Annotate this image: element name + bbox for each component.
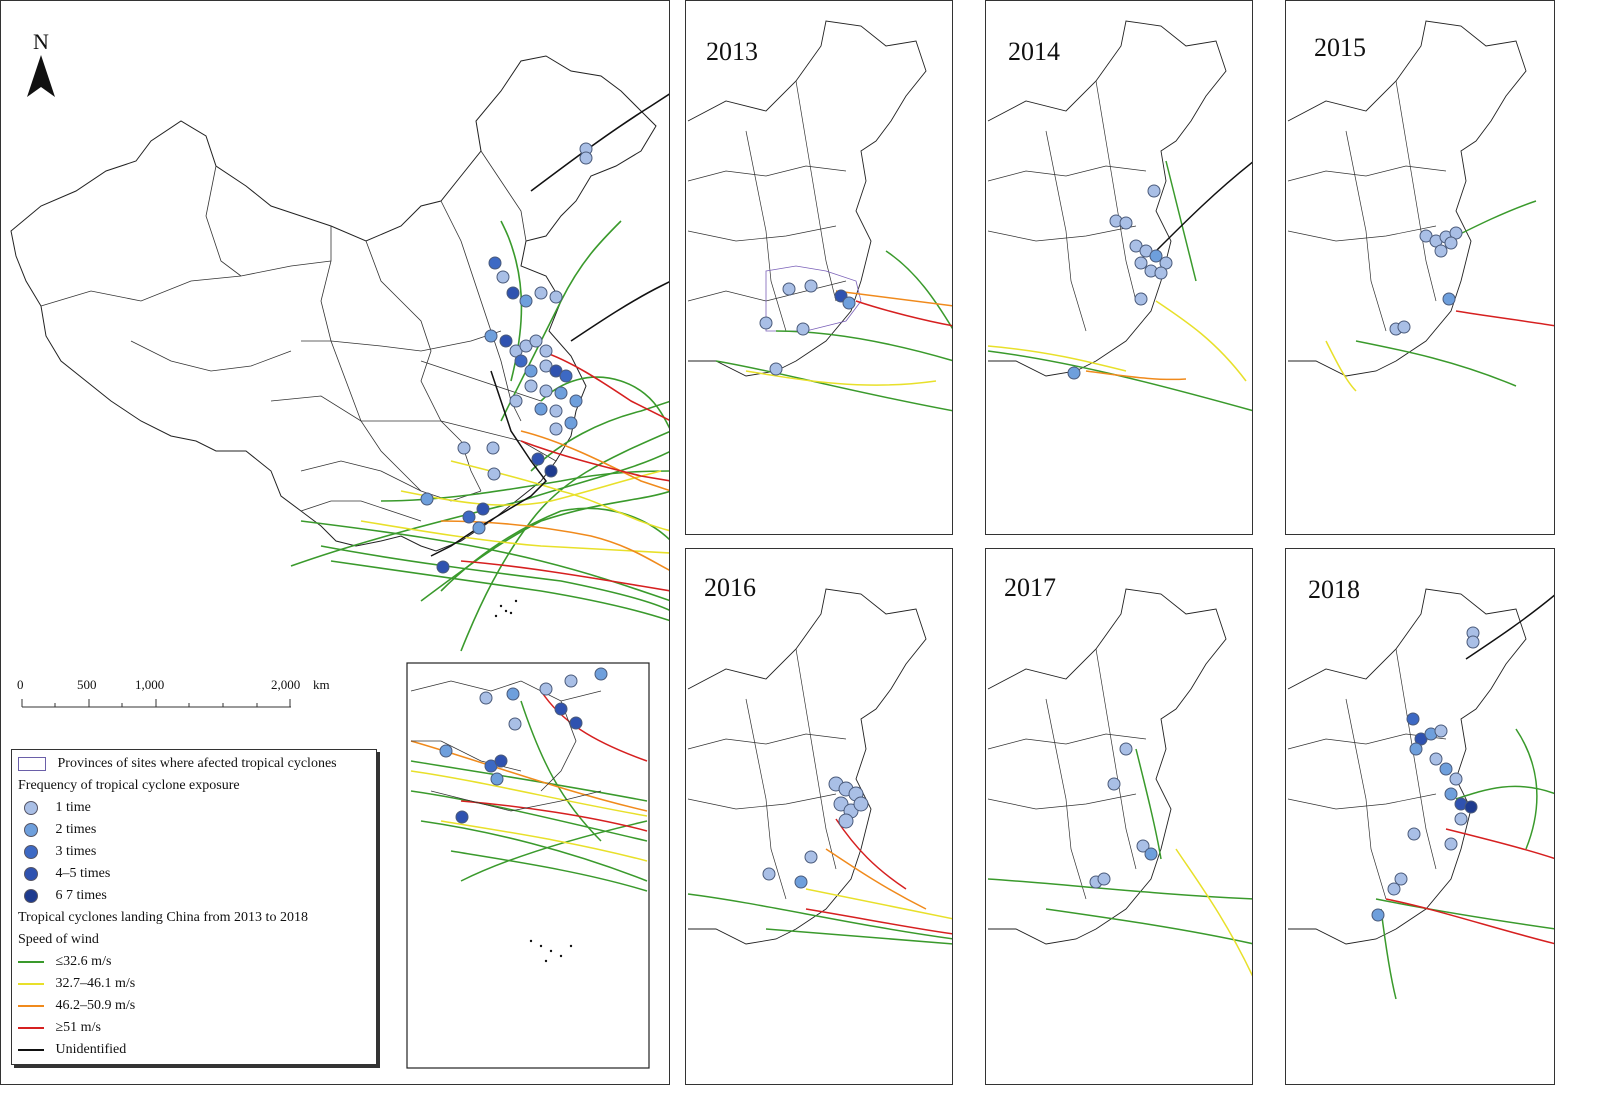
- year-panel-2018: 2018: [1285, 548, 1555, 1085]
- scale-unit: km: [313, 677, 330, 692]
- speed-label: ≤32.6 m/s: [55, 954, 112, 969]
- panel-year-label: 2018: [1308, 575, 1360, 604]
- map-legend: Provinces of sites where afected tropica…: [11, 749, 377, 1065]
- year-map: [687, 588, 952, 945]
- legend-frequency-5: 6 7 times: [24, 886, 107, 906]
- year-map: [687, 20, 952, 412]
- legend-speed-2: 32.7–46.1 m/s: [18, 974, 135, 994]
- legend-frequency-1: 1 time: [24, 798, 91, 818]
- legend-provinces: Provinces of sites where afected tropica…: [18, 754, 337, 774]
- scale-tick-1000: 1,000: [135, 677, 165, 692]
- main-map: [10, 55, 669, 1069]
- speed-label: 32.7–46.1 m/s: [55, 976, 136, 991]
- frequency-swatch: [24, 866, 38, 881]
- exposure-sites: [420, 142, 593, 574]
- legend-speed-5: Unidentified: [18, 1040, 126, 1060]
- province-borders: [40, 150, 557, 522]
- scale-tick-500: 500: [77, 677, 97, 692]
- south-china-sea-inset: [406, 662, 650, 1069]
- legend-tracks-title: Tropical cyclones landing China from 201…: [18, 910, 308, 925]
- scale-bar: 0 500 1,000 2,000 km: [17, 677, 351, 717]
- speed-swatch: [18, 1004, 44, 1007]
- north-label: N: [33, 29, 49, 54]
- north-arrow-icon: [27, 55, 55, 97]
- speed-label: Unidentified: [55, 1042, 127, 1057]
- speed-swatch: [18, 982, 44, 985]
- frequency-label: 3 times: [55, 844, 97, 859]
- scale-tick-0: 0: [17, 677, 24, 692]
- legend-frequency-title: Frequency of tropical cyclone exposure: [18, 778, 240, 793]
- legend-speed-1: ≤32.6 m/s: [18, 952, 111, 972]
- speed-swatch: [18, 1048, 44, 1051]
- panel-year-label: 2017: [1004, 573, 1056, 602]
- year-panel-2014: 2014: [985, 0, 1253, 535]
- legend-speed-title: Speed of wind: [18, 932, 99, 947]
- year-panel-2017: 2017: [985, 548, 1253, 1085]
- scale-tick-2000: 2,000: [271, 677, 301, 692]
- legend-speed-4: ≥51 m/s: [18, 1018, 101, 1038]
- legend-speed-3: 46.2–50.9 m/s: [18, 996, 135, 1016]
- panel-year-label: 2013: [706, 37, 758, 66]
- legend-frequency-2: 2 times: [24, 820, 96, 840]
- province-swatch: [18, 756, 46, 771]
- main-map-panel: N 0 500 1,000 2,000 km Provinces of site…: [0, 0, 670, 1085]
- south-sea-islands: [494, 599, 518, 618]
- panel-year-label: 2015: [1314, 33, 1366, 62]
- frequency-label: 2 times: [55, 822, 97, 837]
- cyclone-tracks: [290, 93, 669, 652]
- year-map: [1287, 588, 1554, 1000]
- year-map: [987, 20, 1252, 412]
- frequency-swatch: [24, 800, 38, 815]
- frequency-swatch: [24, 844, 38, 859]
- legend-provinces-label: Provinces of sites where afected tropica…: [57, 756, 337, 771]
- panel-year-label: 2016: [704, 573, 756, 602]
- year-panel-2016: 2016: [685, 548, 953, 1085]
- frequency-swatch: [24, 888, 38, 903]
- speed-label: ≥51 m/s: [55, 1020, 101, 1035]
- frequency-label: 6 7 times: [55, 888, 107, 903]
- year-map: [1287, 20, 1554, 392]
- year-panel-2013: 2013: [685, 0, 953, 535]
- coastline: [430, 370, 547, 557]
- speed-swatch: [18, 1026, 44, 1029]
- legend-frequency-3: 3 times: [24, 842, 96, 862]
- panel-year-label: 2014: [1008, 37, 1060, 66]
- china-outline: [10, 55, 657, 552]
- scale-line: [21, 699, 291, 708]
- frequency-label: 1 time: [55, 800, 91, 815]
- speed-swatch: [18, 960, 44, 963]
- year-panel-2015: 2015: [1285, 0, 1555, 535]
- legend-frequency-4: 4–5 times: [24, 864, 110, 884]
- frequency-swatch: [24, 822, 38, 837]
- speed-label: 46.2–50.9 m/s: [55, 998, 136, 1013]
- year-map: [987, 588, 1252, 977]
- frequency-label: 4–5 times: [55, 866, 111, 881]
- north-arrow: N: [23, 31, 59, 104]
